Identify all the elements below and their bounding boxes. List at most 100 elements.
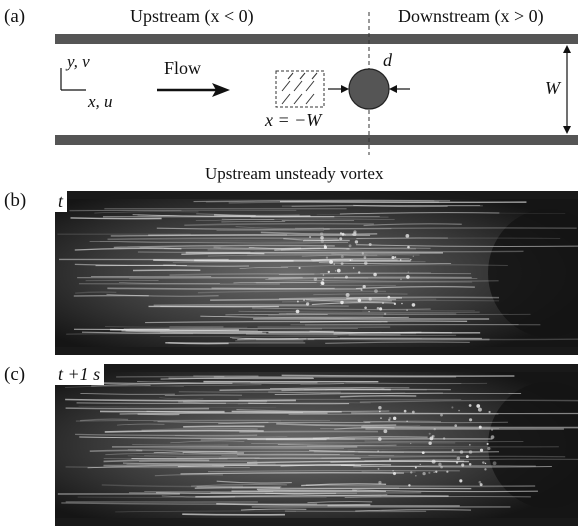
w-arrow-bottom-head xyxy=(563,126,571,134)
streak-line xyxy=(75,419,331,422)
particle-speckle xyxy=(399,259,402,261)
streak-line xyxy=(320,391,406,394)
particle-speckle xyxy=(482,461,485,464)
particle-speckle xyxy=(309,236,312,239)
particle-speckle xyxy=(411,410,415,414)
streak-line xyxy=(181,252,265,255)
w-arrow-top-head xyxy=(563,45,571,53)
streak-line xyxy=(172,261,426,263)
streak-line xyxy=(216,503,371,506)
particle-speckle xyxy=(354,240,359,244)
particle-speckle xyxy=(414,466,417,469)
streak-line xyxy=(355,244,578,248)
particle-speckle xyxy=(320,235,324,240)
streak-line xyxy=(310,298,437,302)
particle-speckle xyxy=(362,285,366,289)
particle-speckle xyxy=(458,409,460,412)
streak-line xyxy=(153,420,281,422)
streak-line xyxy=(154,473,223,477)
streak-line xyxy=(252,307,431,310)
particle-speckle xyxy=(321,281,325,286)
particle-speckle xyxy=(415,475,417,477)
streak-line xyxy=(207,470,460,473)
streak-line xyxy=(168,377,314,380)
streak-line xyxy=(81,331,267,334)
streak-line xyxy=(216,480,292,484)
particle-speckle xyxy=(429,436,434,441)
particle-speckle xyxy=(295,309,300,314)
particle-speckle xyxy=(410,442,412,445)
streak-line xyxy=(183,425,265,428)
streak-line xyxy=(291,205,481,207)
streak-line xyxy=(316,212,566,216)
particle-speckle xyxy=(451,449,454,452)
streak-line xyxy=(363,223,462,227)
streak-line xyxy=(207,247,416,251)
particle-speckle xyxy=(468,418,473,422)
particle-speckle xyxy=(313,277,318,281)
particle-speckle xyxy=(377,467,380,470)
particle-speckle xyxy=(435,470,438,473)
streak-line xyxy=(361,426,578,429)
particle-speckle xyxy=(407,245,410,249)
flow-arrow-head xyxy=(212,83,230,97)
streak-line xyxy=(364,420,442,424)
streak-line xyxy=(205,199,435,203)
particle-speckle xyxy=(406,309,408,311)
streak-line xyxy=(121,329,263,334)
streak-line xyxy=(156,227,330,230)
streak-line xyxy=(207,254,378,257)
wall-edge-top xyxy=(55,191,578,199)
particle-speckle xyxy=(364,261,368,265)
streak-line xyxy=(362,424,421,427)
particle-speckle xyxy=(409,258,412,261)
particle-speckle xyxy=(405,233,410,238)
particle-speckle xyxy=(456,456,461,461)
streak-line xyxy=(346,297,403,300)
particle-speckle xyxy=(379,307,383,311)
particle-speckle xyxy=(401,302,403,305)
particle-speckle xyxy=(368,311,370,313)
particle-speckle xyxy=(400,278,402,281)
streak-line xyxy=(237,402,371,405)
particle-speckle xyxy=(374,289,378,293)
particle-speckle xyxy=(382,302,384,304)
streak-line xyxy=(78,405,277,408)
particle-speckle xyxy=(348,244,352,248)
panel-a-label: (a) xyxy=(4,6,26,27)
streak-line xyxy=(247,460,469,464)
streak-line xyxy=(182,513,285,516)
particle-speckle xyxy=(459,450,464,454)
particle-speckle xyxy=(387,295,391,299)
streak-line xyxy=(141,427,258,432)
particle-speckle xyxy=(410,471,413,474)
streak-line xyxy=(115,510,297,513)
streak-line xyxy=(107,287,363,290)
particle-speckle xyxy=(428,432,431,435)
particle-speckle xyxy=(403,409,407,413)
streak-line xyxy=(286,313,531,315)
wall-edge-bottom xyxy=(55,518,578,526)
particle-speckle xyxy=(422,472,426,476)
particle-speckle xyxy=(408,484,411,487)
particle-speckle xyxy=(431,459,436,464)
streak-line xyxy=(345,381,488,385)
streak-line xyxy=(106,293,219,297)
upstream-label: Upstream (x < 0) xyxy=(130,6,254,26)
streak-line xyxy=(195,218,395,222)
particle-speckle xyxy=(461,463,465,467)
streak-line xyxy=(197,290,387,294)
particle-speckle xyxy=(378,410,381,413)
streak-line xyxy=(274,392,522,395)
hatched-region xyxy=(275,70,325,108)
streak-line xyxy=(153,451,238,454)
streak-line xyxy=(101,484,243,488)
particle-speckle xyxy=(363,256,367,259)
streak-line xyxy=(74,263,176,266)
particle-speckle xyxy=(360,288,363,292)
streak-line xyxy=(210,298,397,302)
particle-speckle xyxy=(411,303,416,307)
streak-line xyxy=(352,489,538,493)
streak-line xyxy=(356,237,448,239)
streak-line xyxy=(306,299,392,302)
